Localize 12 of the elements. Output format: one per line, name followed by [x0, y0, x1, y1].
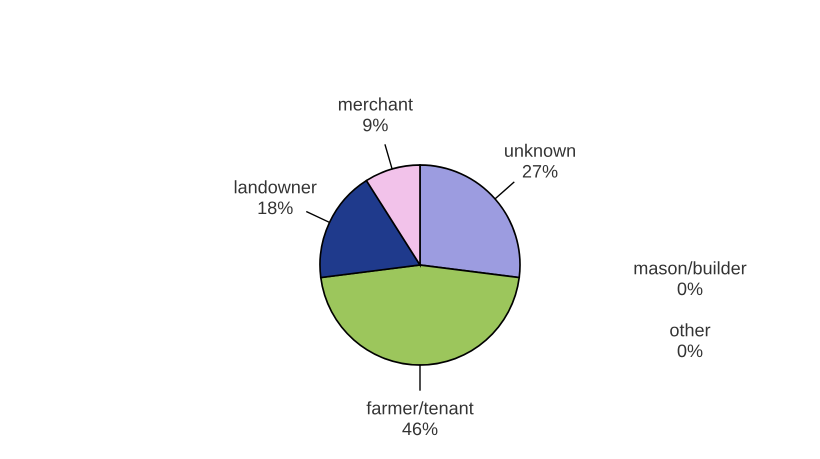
text: 0%	[678, 282, 702, 296]
data-label: 9%	[363, 118, 388, 132]
category-label: mason/builder	[634, 261, 746, 274]
slice-label: merchant	[338, 97, 413, 111]
slice-label: unknown	[505, 144, 575, 157]
slice-label: landowner	[234, 180, 317, 194]
category-label: other	[670, 323, 710, 336]
data-label: 18%	[258, 201, 293, 214]
data-label: 46%	[402, 422, 438, 436]
slice-label: farmer/tenant	[366, 401, 474, 414]
data-label: 27%	[522, 164, 558, 178]
text: 0%	[678, 344, 702, 358]
